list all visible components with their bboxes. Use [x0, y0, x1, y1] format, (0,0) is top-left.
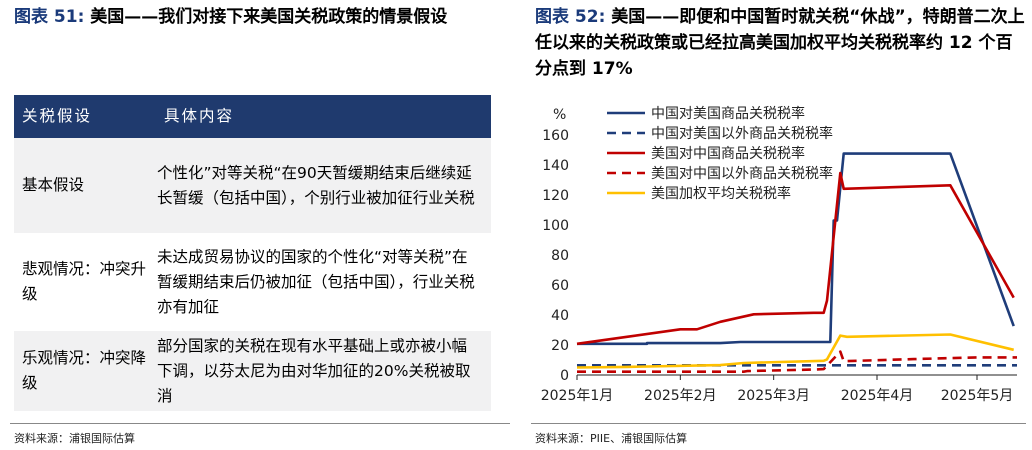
- scenario-table: 关税假设 具体内容 基本假设 个性化”对等关税“在90天暂缓期结束后继续延长暂缓…: [14, 95, 491, 411]
- y-tick-label: 60: [551, 278, 569, 294]
- series-line-4: [577, 350, 1017, 374]
- row-label-base: 基本假设: [14, 138, 150, 233]
- legend-label-5: 美国加权平均关税税率: [651, 185, 791, 202]
- right-title-text: 美国——即便和中国暂时就关税“休战”，特朗普二次上任以来的关税政策或已经拉高美国…: [535, 7, 1025, 79]
- y-tick-label: 20: [551, 338, 569, 354]
- column-header-content: 具体内容: [150, 95, 491, 138]
- x-tick-label: 2025年1月: [541, 388, 614, 404]
- legend-label-1: 中国对美国商品关税税率: [651, 105, 805, 122]
- x-tick-label: 2025年3月: [737, 388, 810, 404]
- legend-label-3: 美国对中国商品关税税率: [651, 145, 805, 162]
- left-title-text: 美国——我们对接下来美国关税政策的情景假设: [90, 7, 448, 27]
- left-footer-divider: [10, 423, 510, 424]
- y-tick-label: 0: [560, 368, 569, 384]
- right-footer-divider: [531, 423, 1026, 424]
- y-tick-label: 40: [551, 308, 569, 324]
- y-axis-unit-label: %: [553, 107, 566, 123]
- y-tick-label: 140: [542, 158, 569, 174]
- right-source-note: 资料来源：PIIE、浦银国际估算: [535, 432, 688, 445]
- table-header-row: 关税假设 具体内容: [14, 95, 491, 138]
- y-tick-label: 100: [542, 218, 569, 234]
- table-row: 乐观情况：冲突降级 部分国家的关税在现有水平基础上或亦被小幅下调，以芬太尼为由对…: [14, 331, 491, 411]
- x-tick-label: 2025年5月: [941, 388, 1014, 404]
- row-label-pessimistic: 悲观情况：冲突升级: [14, 233, 150, 331]
- y-tick-label: 120: [542, 188, 569, 204]
- left-source-note: 资料来源：浦银国际估算: [14, 432, 135, 445]
- right-figure-label: 图表 52:: [535, 7, 606, 27]
- table-row: 基本假设 个性化”对等关税“在90天暂缓期结束后继续延长暂缓（包括中国），个别行…: [14, 138, 491, 233]
- left-figure-title: 图表 51: 美国——我们对接下来美国关税政策的情景假设: [14, 4, 504, 30]
- left-figure-label: 图表 51:: [14, 7, 85, 27]
- series-line-3: [576, 171, 1015, 346]
- row-content-optimistic: 部分国家的关税在现有水平基础上或亦被小幅下调，以芬太尼为由对华加征的20%关税被…: [150, 331, 491, 411]
- legend-label-4: 美国对中国以外商品关税税率: [651, 165, 833, 182]
- x-tick-label: 2025年2月: [644, 388, 717, 404]
- table-row: 悲观情况：冲突升级 未达成贸易协议的国家的个性化“对等关税”在暂缓期结束后仍被加…: [14, 233, 491, 331]
- series-line-1: [577, 152, 1015, 346]
- legend-label-2: 中国对美国以外商品关税税率: [651, 125, 833, 142]
- tariff-line-chart: % 0 20 40 60 80 100 120 140 160 2025年1月 2025年2月 2025…: [541, 105, 1017, 404]
- y-tick-label: 160: [542, 128, 569, 144]
- x-tick-label: 2025年4月: [841, 388, 914, 404]
- right-figure-title: 图表 52: 美国——即便和中国暂时就关税“休战”，特朗普二次上任以来的关税政策…: [535, 4, 1025, 82]
- row-content-pessimistic: 未达成贸易协议的国家的个性化“对等关税”在暂缓期结束后仍被加征（包括中国），行业…: [150, 233, 491, 331]
- series-line-5: [576, 333, 1015, 369]
- column-header-assumption: 关税假设: [14, 95, 150, 138]
- row-label-optimistic: 乐观情况：冲突降级: [14, 331, 150, 411]
- y-tick-label: 80: [551, 248, 569, 264]
- row-content-base: 个性化”对等关税“在90天暂缓期结束后继续延长暂缓（包括中国），个别行业被加征行…: [150, 138, 491, 233]
